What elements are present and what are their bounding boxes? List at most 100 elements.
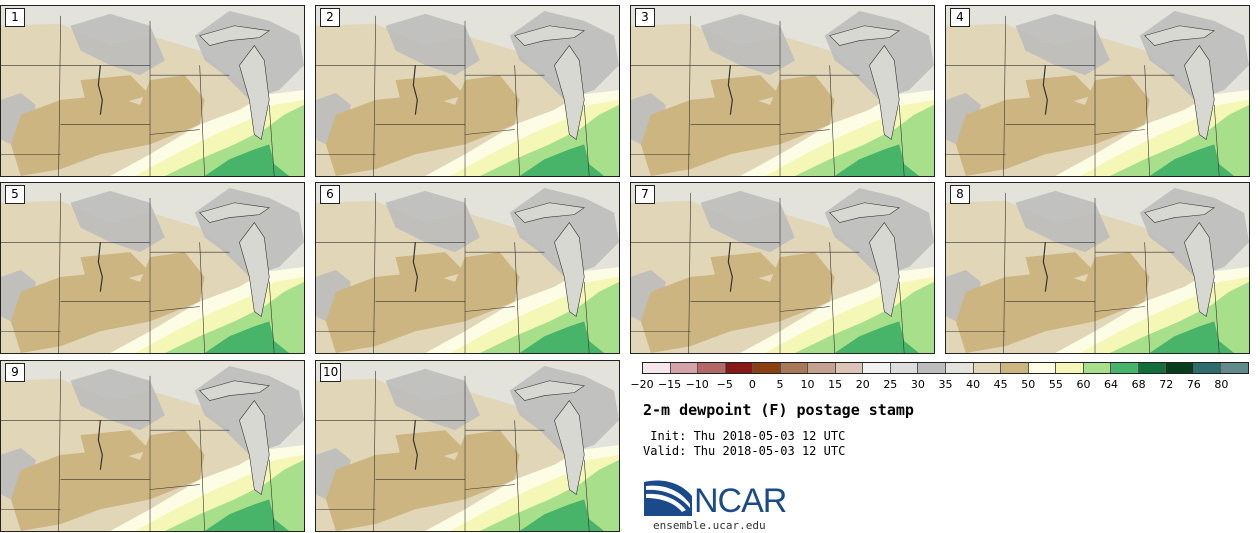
colorbar-segment [1083,363,1112,373]
colorbar-tick-label: 64 [1104,378,1119,391]
green-region [204,144,290,176]
ensemble-member-panel[interactable]: 2 [315,5,620,177]
ensemble-member-panel[interactable]: 6 [315,182,620,354]
colorbar-segment [808,363,836,373]
state-border [514,242,520,353]
dewpoint-map [316,183,619,353]
colorbar-tick-label: 0 [748,378,756,391]
state-border [199,242,205,353]
river [412,65,418,115]
state-border [58,370,61,531]
lake-superior [829,25,901,46]
dry-tan-central-region [710,75,781,105]
lake-superior [514,202,586,223]
state-border [199,420,205,531]
state-border [268,104,275,176]
colorbar-segment [725,363,754,373]
member-label: 1 [5,8,25,27]
colorbar-segment [698,363,726,373]
state-border [373,370,376,531]
member-label: 5 [5,185,25,204]
colorbar-tick-label: −15 [657,378,682,391]
ensemble-member-panel[interactable]: 3 [630,5,935,177]
ensemble-member-panel[interactable]: 8 [945,182,1250,354]
member-label: 9 [5,363,25,382]
state-border [1144,65,1150,176]
dry-tan-central-region [395,252,466,282]
river [412,420,418,470]
colorbar-segment [1166,363,1194,373]
lake-michigan [554,222,585,317]
colorbar-tick-label: 60 [1076,378,1091,391]
member-label: 6 [320,185,340,204]
colorbar-tick-label: 40 [966,378,981,391]
lake-michigan [1184,45,1215,140]
colorbar-segment [946,363,974,373]
gray-plains-region [70,190,165,253]
state-border [373,15,376,176]
dewpoint-map [631,183,934,353]
ensemble-member-panel[interactable]: 1 [0,5,305,177]
gray-plains-region [700,13,795,76]
ensemble-member-panel[interactable]: 9 [0,360,305,532]
state-border [58,192,61,353]
colorbar-tick-label: 45 [993,378,1008,391]
green-region [204,321,290,353]
state-border [514,65,520,176]
ensemble-member-panel[interactable]: 10 [315,360,620,532]
state-border [1213,104,1220,176]
state-border [829,242,835,353]
colorbar-segment [973,363,1002,373]
dry-tan-central-region [80,252,151,282]
colorbar-tick-label: −10 [685,378,709,391]
state-border [898,104,905,176]
state-border [583,104,590,176]
dry-tan-central-region [80,430,151,460]
lake-michigan [869,45,900,140]
member-label: 8 [950,185,970,204]
dewpoint-map [1,6,304,176]
lake-superior [1144,25,1216,46]
state-border [58,15,61,176]
lake-michigan [239,45,270,140]
river [1042,242,1048,292]
plot-title: 2-m dewpoint (F) postage stamp [643,401,914,419]
lake-michigan [239,222,270,317]
state-border [1144,242,1150,353]
colorbar-segment [918,363,947,373]
state-border [464,484,515,490]
state-border [199,65,205,176]
ensemble-member-panel[interactable]: 7 [630,182,935,354]
state-border [688,15,691,176]
dewpoint-map [946,183,1249,353]
colorbar-tick-label: 35 [938,378,953,391]
dry-tan-central-region [1025,75,1096,105]
lake-michigan [239,400,270,495]
green-region [834,144,920,176]
green-region [204,499,290,531]
member-label: 7 [635,185,655,204]
logo-url[interactable]: ensemble.ucar.edu [653,519,766,532]
green-region [1149,144,1235,176]
colorbar-segment [670,363,699,373]
logo-wordmark: NCAR [694,482,787,520]
lake-michigan [869,222,900,317]
state-border [779,306,830,312]
dry-tan-central-region [1025,252,1096,282]
green-region [834,321,920,353]
lake-michigan [554,400,585,495]
ensemble-member-panel[interactable]: 5 [0,182,305,354]
init-time: Init: Thu 2018-05-03 12 UTC [643,429,846,443]
member-label: 10 [320,363,342,382]
colorbar-tick-label: 55 [1048,378,1063,391]
state-border [829,65,835,176]
state-border [898,281,905,353]
river [1042,65,1048,115]
state-border [268,459,275,531]
colorbar-tick-label: 15 [828,378,843,391]
gray-plains-region [1015,190,1110,253]
dry-tan-central-region [710,252,781,282]
colorbar-segment [863,363,891,373]
river [97,242,103,292]
ensemble-member-panel[interactable]: 4 [945,5,1250,177]
